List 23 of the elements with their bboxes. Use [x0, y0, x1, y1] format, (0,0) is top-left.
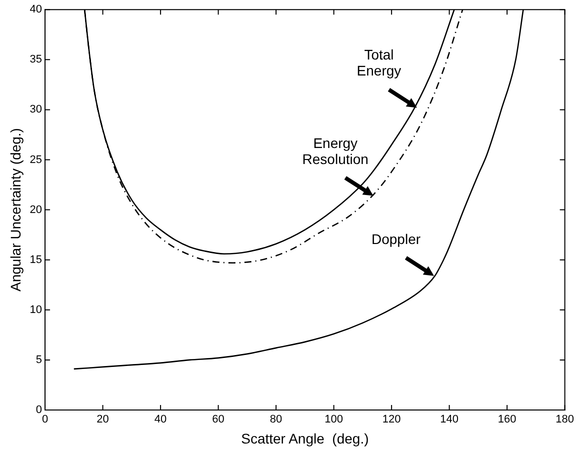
x-tick-label: 120 [382, 414, 401, 426]
y-tick-label: 35 [30, 54, 42, 66]
y-tick-label: 10 [30, 304, 42, 316]
y-axis-title: Angular Uncertainty (deg.) [7, 128, 24, 292]
x-tick-label: 100 [324, 414, 343, 426]
x-axis-title: Scatter Angle (deg.) [241, 430, 369, 446]
y-tick-label: 0 [36, 404, 42, 416]
x-tick-label: 160 [498, 414, 516, 426]
x-tick-label: 20 [96, 414, 109, 426]
y-tick-label: 40 [30, 4, 42, 16]
x-tick-label: 80 [270, 414, 282, 426]
y-tick-label: 15 [30, 254, 42, 266]
y-tick-label: 30 [30, 104, 42, 116]
y-tick-label: 5 [36, 354, 42, 366]
x-tick-label: 140 [440, 414, 458, 426]
y-tick-label: 25 [30, 154, 42, 166]
annotation: Energy Resolution [302, 134, 368, 167]
x-tick-label: 40 [154, 414, 167, 426]
y-tick-label: 20 [30, 204, 42, 216]
x-tick-label: 60 [212, 414, 224, 426]
annotation: Total Energy [356, 46, 402, 79]
x-tick-label: 180 [556, 414, 574, 426]
annotation: Doppler [371, 230, 421, 247]
